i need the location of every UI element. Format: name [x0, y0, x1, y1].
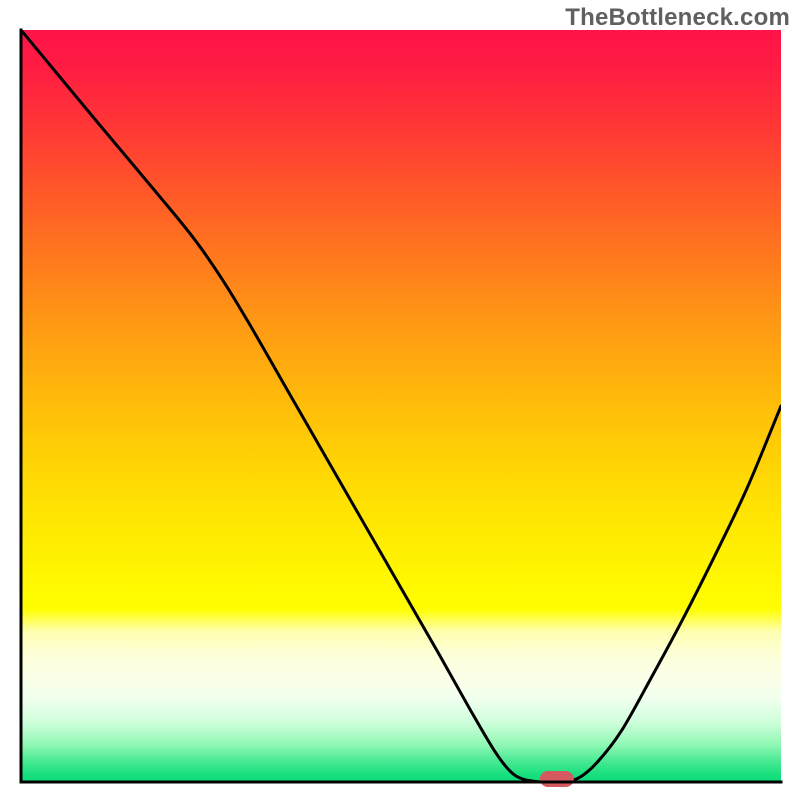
bottleneck-chart: [0, 0, 800, 800]
gradient-background: [21, 30, 781, 782]
chart-container: TheBottleneck.com: [0, 0, 800, 800]
optimum-marker: [540, 771, 574, 787]
